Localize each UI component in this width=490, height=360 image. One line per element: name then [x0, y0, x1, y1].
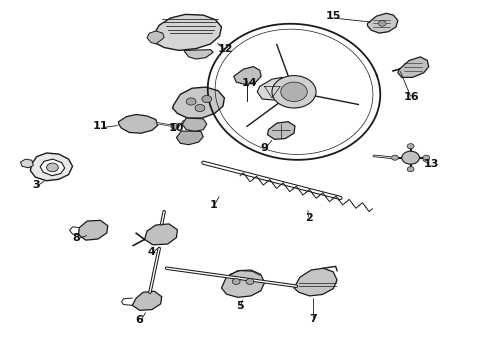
Circle shape	[47, 163, 58, 172]
Circle shape	[195, 104, 205, 112]
Text: 5: 5	[236, 301, 244, 311]
Polygon shape	[234, 67, 261, 85]
Polygon shape	[21, 159, 33, 168]
Polygon shape	[221, 270, 265, 297]
Circle shape	[392, 155, 398, 160]
Polygon shape	[184, 50, 213, 59]
Circle shape	[171, 123, 179, 129]
Text: 7: 7	[310, 314, 318, 324]
Circle shape	[407, 144, 414, 149]
Circle shape	[232, 279, 240, 284]
Text: 6: 6	[136, 315, 144, 325]
Polygon shape	[145, 224, 177, 245]
Text: 16: 16	[404, 92, 419, 102]
Text: 14: 14	[242, 78, 258, 88]
Circle shape	[202, 95, 212, 103]
Text: 12: 12	[218, 44, 233, 54]
Polygon shape	[78, 220, 108, 240]
Text: 15: 15	[325, 11, 341, 21]
Polygon shape	[268, 122, 295, 139]
Circle shape	[378, 21, 386, 26]
Polygon shape	[30, 153, 73, 181]
Text: 1: 1	[209, 200, 217, 210]
Polygon shape	[40, 159, 65, 176]
Text: 11: 11	[93, 121, 108, 131]
Text: 9: 9	[261, 143, 269, 153]
Polygon shape	[398, 57, 429, 77]
Circle shape	[186, 98, 196, 105]
Polygon shape	[119, 114, 158, 133]
Polygon shape	[368, 13, 398, 33]
Circle shape	[281, 82, 307, 102]
Text: 4: 4	[148, 247, 156, 257]
Polygon shape	[132, 291, 162, 310]
Text: 13: 13	[423, 159, 439, 169]
Polygon shape	[294, 268, 337, 296]
Text: 10: 10	[169, 123, 184, 133]
Polygon shape	[152, 14, 221, 50]
Text: 2: 2	[305, 213, 313, 223]
Polygon shape	[147, 31, 164, 44]
Circle shape	[272, 76, 316, 108]
Circle shape	[246, 279, 254, 284]
Polygon shape	[176, 131, 203, 145]
Polygon shape	[257, 77, 289, 100]
Polygon shape	[172, 87, 224, 118]
Circle shape	[402, 151, 419, 164]
Text: 3: 3	[32, 180, 40, 190]
Circle shape	[407, 167, 414, 172]
Text: 8: 8	[72, 233, 80, 243]
Polygon shape	[182, 118, 207, 131]
Circle shape	[423, 155, 430, 160]
